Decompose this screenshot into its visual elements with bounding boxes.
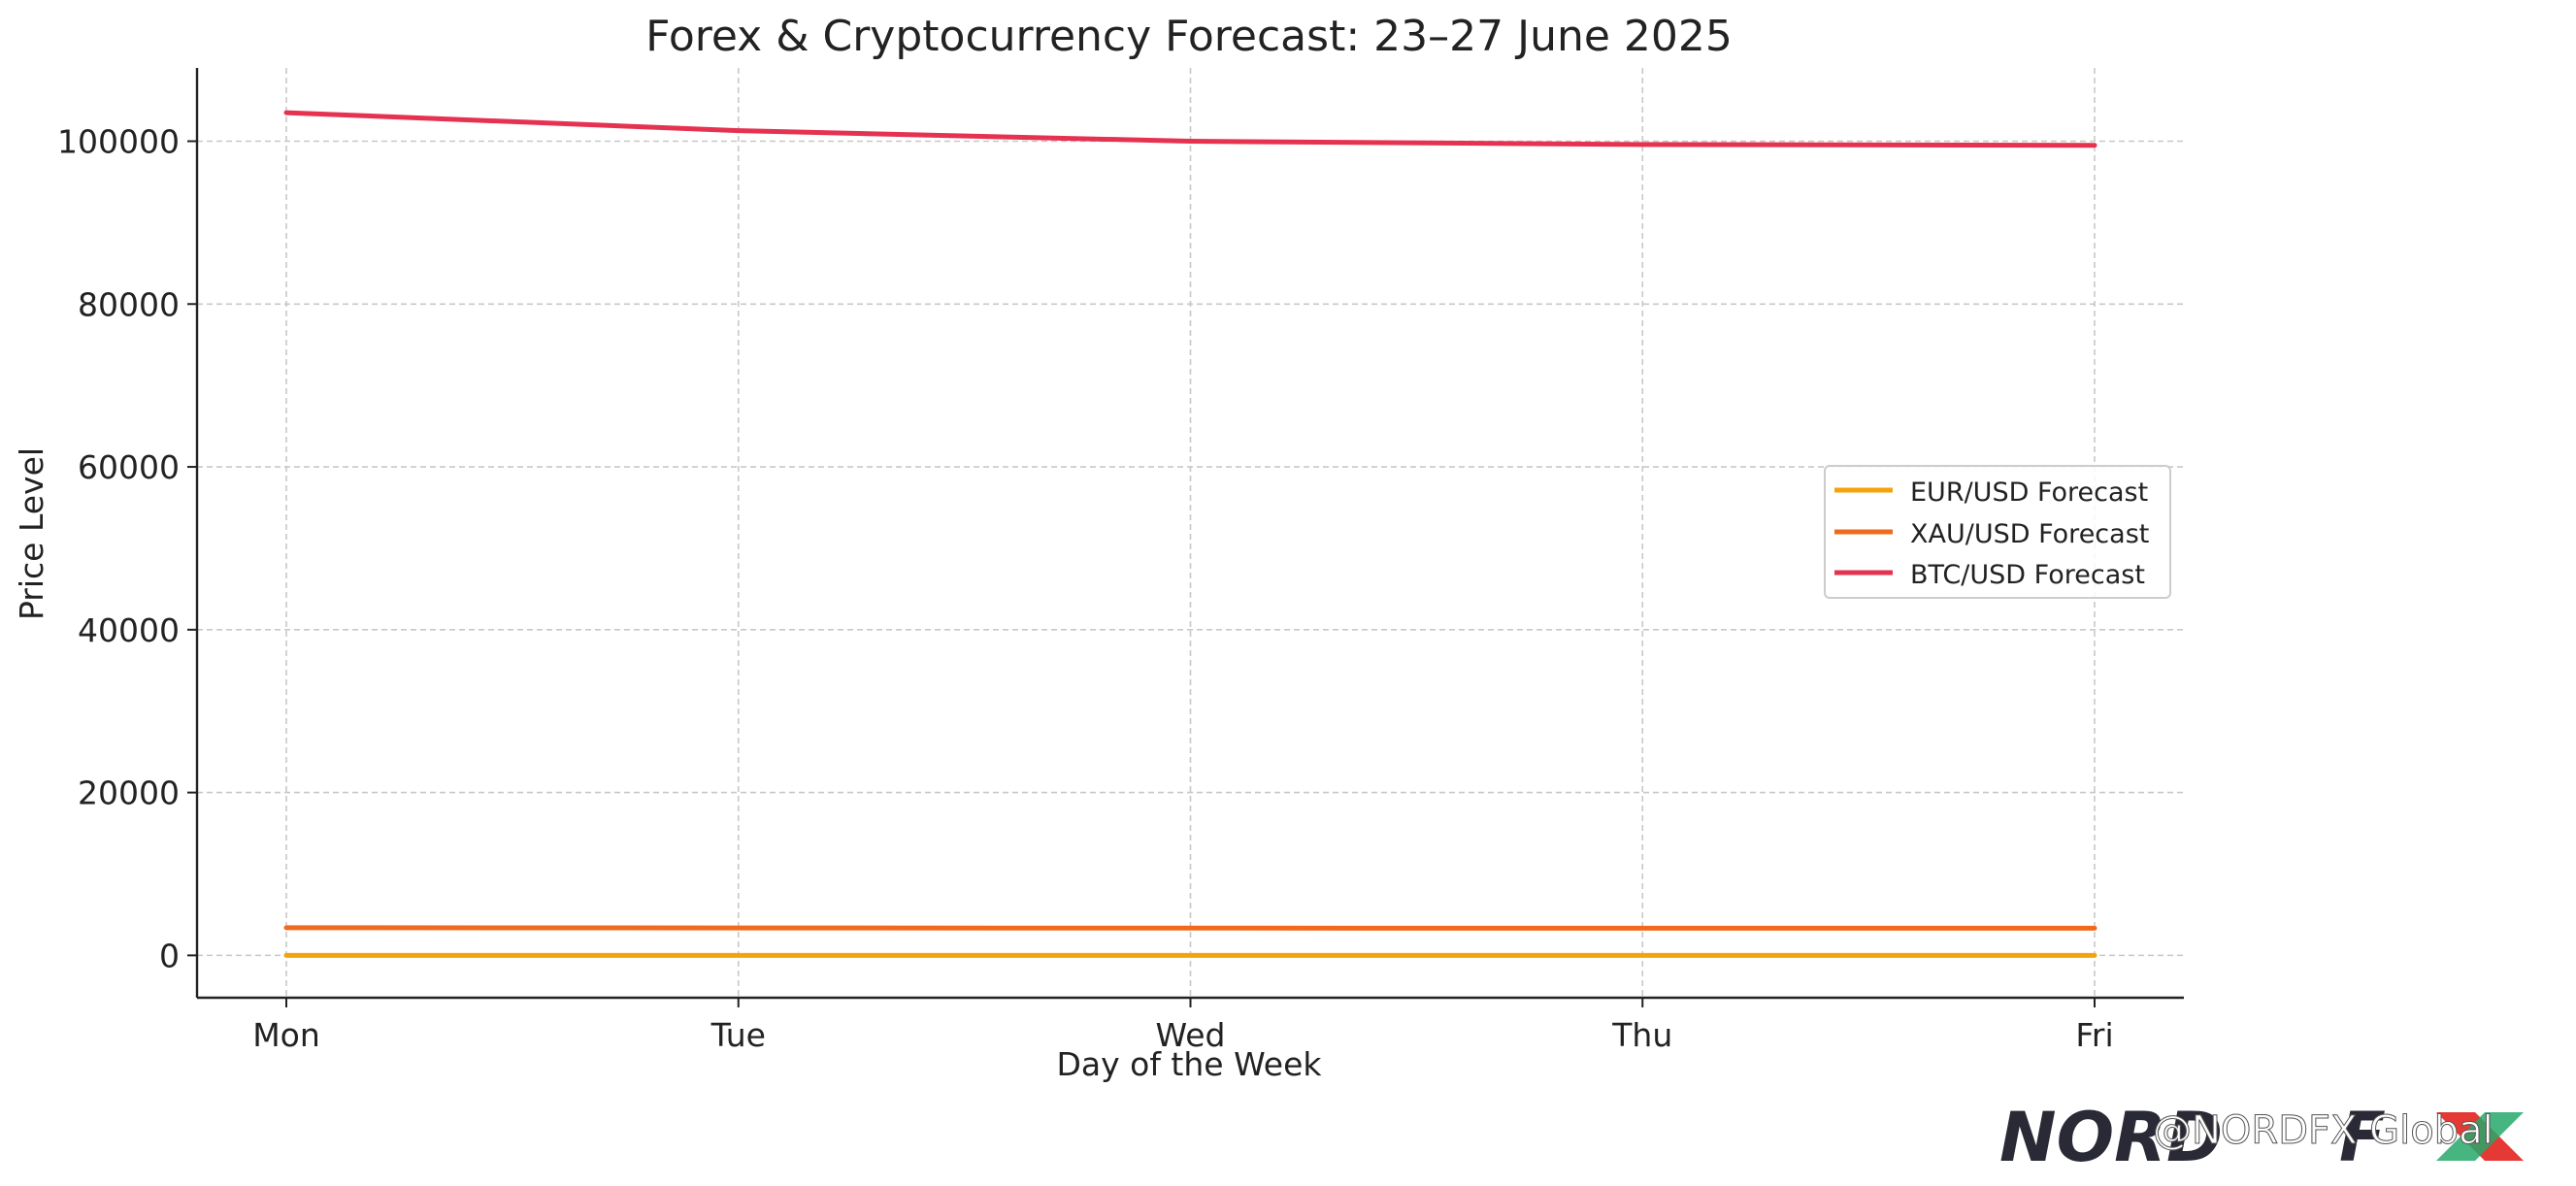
y-tick-label: 60000 bbox=[78, 448, 180, 486]
x-tick-label: Mon bbox=[252, 1016, 320, 1054]
y-tick-label: 40000 bbox=[78, 611, 180, 649]
watermark-handle: @NORDFX Global bbox=[2153, 1108, 2493, 1153]
y-tick-label: 80000 bbox=[78, 285, 180, 323]
nordfx-watermark: NORD F @NORDFX Global bbox=[1999, 1098, 2524, 1177]
x-axis-label: Day of the Week bbox=[1056, 1045, 1322, 1083]
y-axis-label: Price Level bbox=[13, 447, 50, 620]
legend-label-eurusd: EUR/USD Forecast bbox=[1910, 478, 2148, 508]
x-ticks: Mon Tue Wed Thu Fri bbox=[252, 998, 2114, 1054]
x-tick-label: Thu bbox=[1611, 1016, 1672, 1054]
chart-title: Forex & Cryptocurrency Forecast: 23–27 J… bbox=[645, 12, 1733, 61]
x-tick-label: Fri bbox=[2075, 1016, 2113, 1054]
nordfx-logo-wordmark: NORD bbox=[1999, 1098, 2223, 1177]
x-tick-label: Wed bbox=[1156, 1016, 1226, 1054]
svg-text:F: F bbox=[2339, 1098, 2386, 1177]
x-tick-label: Tue bbox=[710, 1016, 766, 1054]
nordfx-logo-fx-mark: F bbox=[2339, 1098, 2524, 1177]
y-ticks: 0 20000 40000 60000 80000 100000 bbox=[57, 122, 197, 974]
legend: EUR/USD Forecast XAU/USD Forecast BTC/US… bbox=[1824, 465, 2171, 599]
y-tick-label: 0 bbox=[159, 937, 180, 974]
legend-label-btcusd: BTC/USD Forecast bbox=[1910, 560, 2145, 590]
y-tick-label: 100000 bbox=[57, 122, 180, 160]
legend-frame bbox=[1824, 465, 2171, 599]
y-tick-label: 20000 bbox=[78, 774, 180, 812]
legend-label-xauusd: XAU/USD Forecast bbox=[1910, 519, 2149, 549]
series-lines bbox=[283, 110, 2097, 958]
series-line-btcusd bbox=[283, 110, 2097, 148]
series-line-xauusd bbox=[283, 925, 2097, 931]
